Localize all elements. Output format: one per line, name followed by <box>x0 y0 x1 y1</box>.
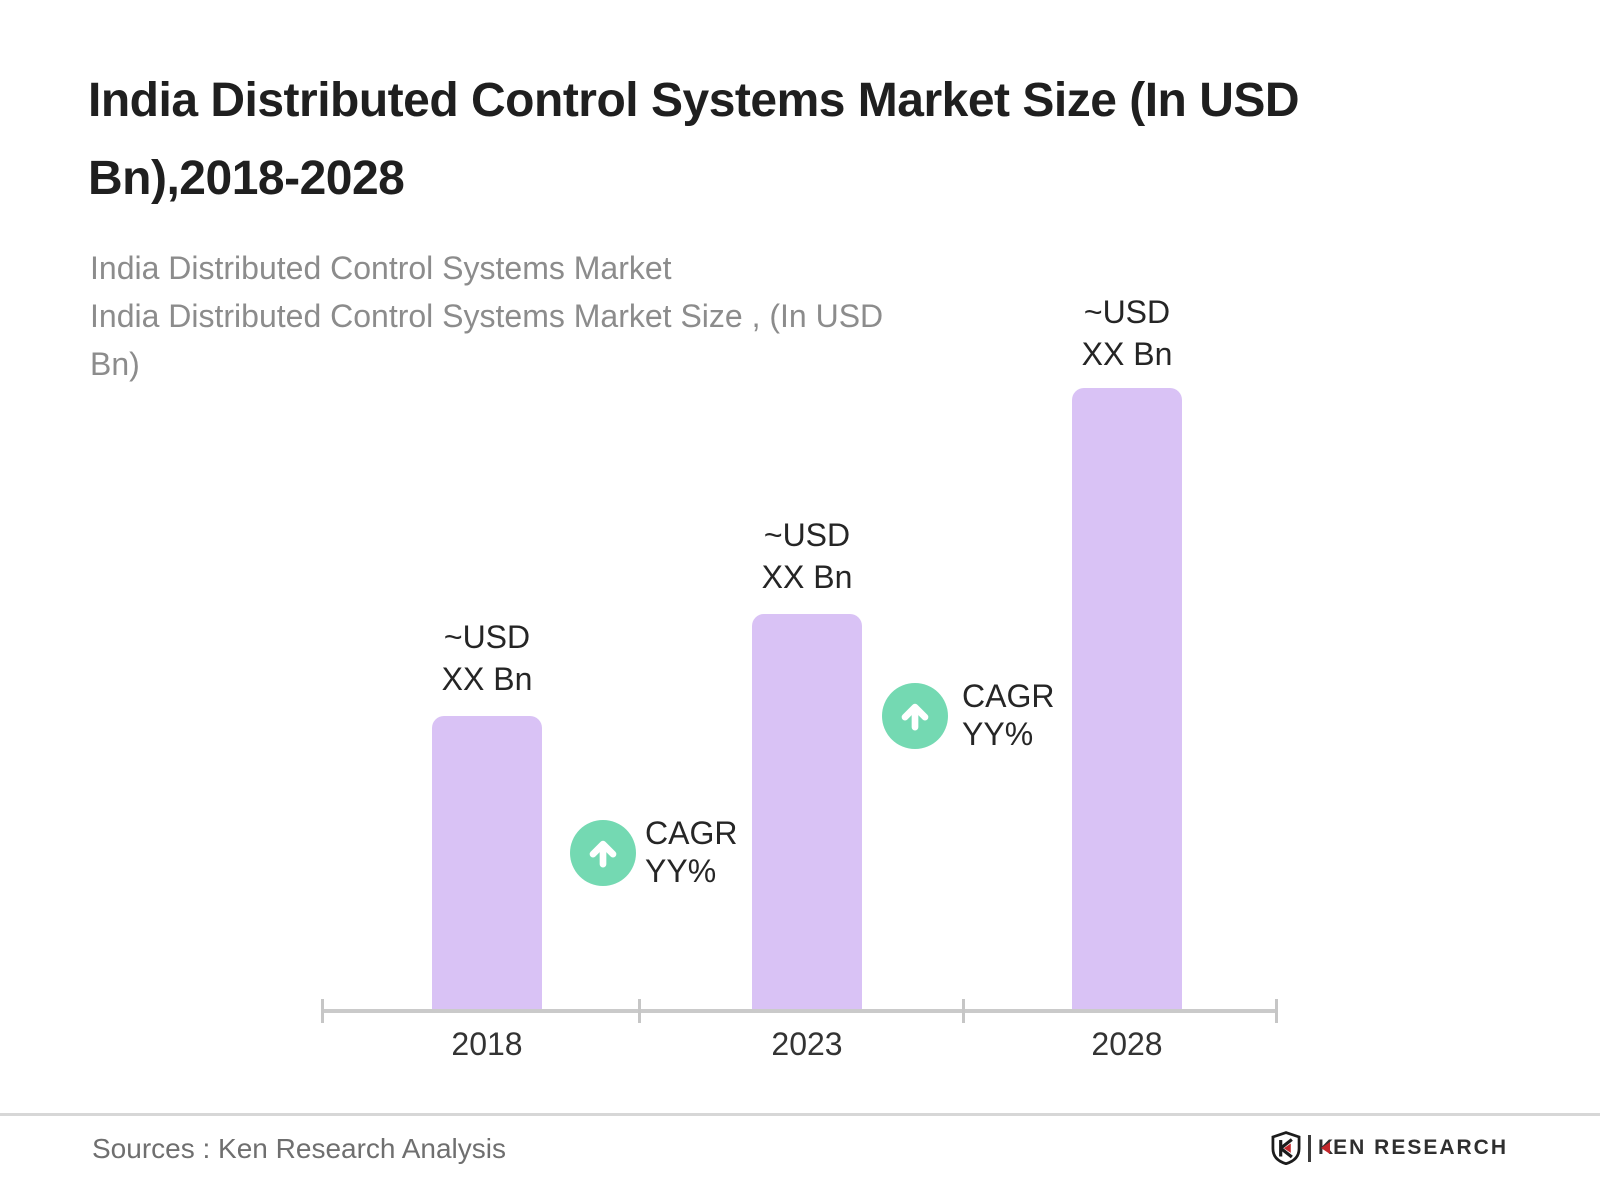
bar-value-label-2028: ~USD XX Bn <box>1017 291 1237 375</box>
x-axis-tick-1 <box>321 999 324 1023</box>
bar-2018 <box>432 716 542 1011</box>
bar-value-label-2018: ~USD XX Bn <box>377 616 597 700</box>
bar-value-label-2023-line1: ~USD <box>763 517 851 553</box>
x-axis-label-2018: 2018 <box>451 1026 523 1062</box>
red-triangle-icon <box>1321 1142 1331 1154</box>
growth-arrow-badge-1 <box>570 820 636 886</box>
red-triangle-icon <box>1283 1143 1291 1153</box>
shield-icon <box>1271 1131 1301 1165</box>
cagr-label-2: CAGR YY% <box>962 677 1054 753</box>
x-axis-tick-2 <box>638 999 641 1023</box>
x-axis-label-2023: 2023 <box>771 1026 843 1062</box>
bar-value-label-2023-line2: XX Bn <box>761 559 853 595</box>
logo-wordmark-rest: EN RESEARCH <box>1333 1136 1508 1159</box>
x-axis-tick-4 <box>1275 999 1278 1023</box>
chart-subtitle-line3: Bn) <box>90 346 140 382</box>
up-arrow-icon <box>901 703 929 731</box>
cagr-label-1: CAGR YY% <box>645 814 737 890</box>
bar-2023 <box>752 614 862 1011</box>
page-title-line1: India Distributed Control Systems Market… <box>88 74 1300 127</box>
footer-divider <box>0 1113 1600 1116</box>
source-note: Sources : Ken Research Analysis <box>92 1133 506 1164</box>
logo-wordmark: K EN RESEARCH <box>1318 1136 1508 1160</box>
chart-subtitle-line2: India Distributed Control Systems Market… <box>90 298 884 334</box>
cagr-label-2-line1: CAGR <box>962 678 1055 714</box>
chart-subtitle-line1: India Distributed Control Systems Market <box>90 250 672 286</box>
bar-value-label-2023: ~USD XX Bn <box>697 514 917 598</box>
x-axis-tick-3 <box>962 999 965 1023</box>
growth-arrow-badge-2 <box>882 683 948 749</box>
bar-value-label-2018-line1: ~USD <box>443 619 531 655</box>
bar-2028 <box>1072 388 1182 1011</box>
chart-subtitle: India Distributed Control Systems Market… <box>90 244 883 388</box>
ken-research-logo: K EN RESEARCH <box>1271 1130 1508 1166</box>
bar-value-label-2028-line1: ~USD <box>1083 294 1171 330</box>
x-axis-label-2028: 2028 <box>1091 1026 1163 1062</box>
x-axis-line <box>323 1009 1277 1013</box>
page-title: India Distributed Control Systems Market… <box>88 62 1300 218</box>
bar-value-label-2028-line2: XX Bn <box>1081 336 1173 372</box>
cagr-label-2-line2: YY% <box>962 716 1034 752</box>
cagr-label-1-line1: CAGR <box>645 815 738 851</box>
cagr-label-1-line2: YY% <box>645 853 717 889</box>
logo-separator <box>1307 1134 1311 1162</box>
page-title-line2: Bn),2018-2028 <box>88 152 405 205</box>
up-arrow-icon <box>589 840 617 868</box>
bar-value-label-2018-line2: XX Bn <box>441 661 533 697</box>
